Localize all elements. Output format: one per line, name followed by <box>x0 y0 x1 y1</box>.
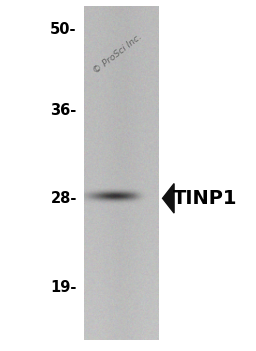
Text: 28-: 28- <box>50 191 77 206</box>
Text: 19-: 19- <box>50 280 77 295</box>
Text: 50-: 50- <box>50 22 77 37</box>
Text: 36-: 36- <box>50 103 77 118</box>
Text: © ProSci Inc.: © ProSci Inc. <box>92 33 144 76</box>
Polygon shape <box>163 184 174 213</box>
Text: TINP1: TINP1 <box>173 189 237 208</box>
